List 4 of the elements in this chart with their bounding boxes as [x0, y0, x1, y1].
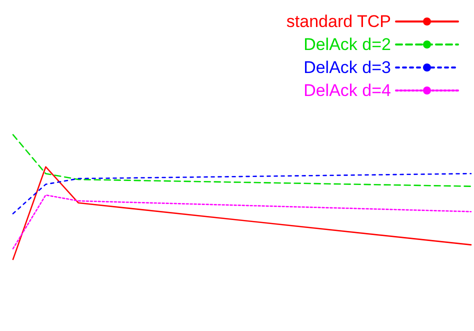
legend-label: DelAck d=3: [304, 58, 391, 77]
legend-label: DelAck d=2: [304, 35, 391, 54]
legend-label: standard TCP: [286, 12, 391, 31]
legend-label: DelAck d=4: [304, 81, 391, 100]
